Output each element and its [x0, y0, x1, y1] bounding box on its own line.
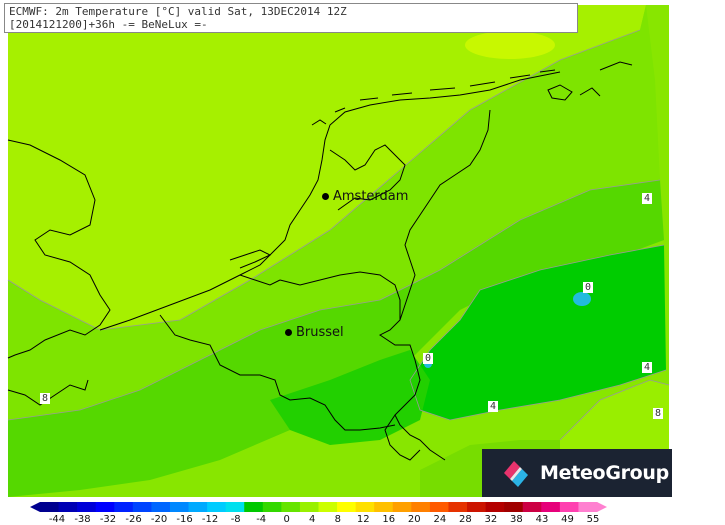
colorbar-tick-label: 16 — [382, 514, 396, 525]
colorbar-tick-label: 49 — [561, 514, 574, 525]
colorbar-swatch — [151, 502, 171, 512]
colorbar-tick-label: 8 — [334, 514, 341, 525]
colorbar-arrow-right — [597, 502, 607, 512]
contour-label: 4 — [642, 362, 653, 373]
city-marker-brussel — [285, 329, 292, 336]
coastline-england — [7, 139, 111, 406]
colorbar-tick-label: -26 — [125, 514, 142, 525]
country-borders — [159, 109, 491, 461]
contour-label: 0 — [423, 353, 434, 364]
contour-label: 4 — [488, 401, 499, 412]
colorbar-swatch — [467, 502, 487, 512]
temperature-band-cool — [8, 180, 664, 497]
colorbar-arrow-left — [30, 502, 40, 512]
colorbar-swatch — [578, 502, 598, 512]
colorbar-swatch — [188, 502, 208, 512]
meteogroup-logo: MeteoGroup — [482, 449, 672, 497]
colorbar-swatch — [392, 502, 412, 512]
warm-spot-north-sea — [465, 31, 555, 59]
colorbar-tick-label: -12 — [201, 514, 219, 525]
city-marker-amsterdam — [322, 193, 329, 200]
colorbar-swatch — [77, 502, 97, 512]
colorbar-tick-label: 4 — [309, 514, 316, 525]
temperature-band-warm — [8, 5, 646, 330]
contour-label: 4 — [642, 193, 653, 204]
colorbar-swatch — [559, 502, 579, 512]
wadden-islands — [311, 61, 633, 126]
colorbar-swatch — [429, 502, 449, 512]
colorbar-swatch — [504, 502, 524, 512]
colorbar-tick-label: 24 — [433, 514, 447, 525]
colorbar-swatch — [40, 502, 60, 512]
colorbar-tick-label: 0 — [283, 514, 290, 525]
map-title-line1: ECMWF: 2m Temperature [°C] valid Sat, 13… — [9, 5, 347, 18]
colorbar-tick-label: -4 — [256, 514, 267, 525]
colorbar-swatch — [132, 502, 152, 512]
map-title-line2: [2014121200]+36h -= BeNeLux =- — [9, 18, 208, 31]
colorbar-tick-label: 38 — [510, 514, 523, 525]
colorbar-tick-label: 20 — [407, 514, 421, 525]
cold-spot-east — [573, 292, 591, 306]
city-label-amsterdam: Amsterdam — [333, 189, 409, 204]
colorbar-swatch — [448, 502, 468, 512]
colorbar-tick-label: -20 — [150, 514, 168, 525]
colorbar-swatch — [485, 502, 505, 512]
colorbar-swatch — [318, 502, 338, 512]
colorbar-swatch — [374, 502, 394, 512]
colorbar-swatch — [244, 502, 264, 512]
temperature-band-cold — [410, 245, 666, 420]
colorbar-swatch — [95, 502, 115, 512]
colorbar-tick-label: -38 — [74, 514, 91, 525]
colorbar-tick-label: -16 — [176, 514, 193, 525]
colorbar-tick-label: -8 — [230, 514, 241, 525]
meteogroup-logo-icon — [504, 461, 528, 487]
temperature-band-mild — [8, 5, 660, 420]
contour-label: 8 — [40, 393, 51, 404]
colorbar-tick-label: 12 — [356, 514, 370, 525]
colorbar-swatch — [262, 502, 282, 512]
colorbar-tick-label: -32 — [99, 514, 117, 525]
colorbar-swatch — [281, 502, 301, 512]
colorbar-swatch — [225, 502, 245, 512]
city-label-brussel: Brussel — [296, 325, 344, 340]
contour-lines — [7, 29, 670, 441]
colorbar-swatch — [169, 502, 190, 512]
colorbar-swatch — [299, 502, 319, 512]
colorbar-swatch — [337, 502, 357, 512]
contour-label: 0 — [583, 282, 594, 293]
colorbar — [30, 502, 607, 512]
colorbar-tick-label: 32 — [484, 514, 498, 525]
colorbar-tick-label: 43 — [535, 514, 549, 525]
coastline-continent — [99, 71, 561, 331]
meteogroup-logo-text: MeteoGroup — [540, 462, 669, 484]
colorbar-swatch — [411, 502, 431, 512]
contour-label: 8 — [653, 408, 664, 419]
colorbar-tick-label: -44 — [48, 514, 66, 525]
colorbar-tick-label: 28 — [459, 514, 472, 525]
colorbar-swatch — [207, 502, 227, 512]
colorbar-swatch — [114, 502, 134, 512]
colorbar-tick-label: 55 — [586, 514, 600, 525]
colorbar-swatch — [58, 502, 78, 512]
map-title-box: ECMWF: 2m Temperature [°C] valid Sat, 13… — [4, 3, 578, 33]
colorbar-swatch — [355, 502, 375, 512]
colorbar-swatch — [522, 502, 542, 512]
colorbar-swatch — [541, 502, 561, 512]
temperature-band-cold-ardennes — [270, 350, 430, 445]
coastline-north — [547, 84, 601, 101]
